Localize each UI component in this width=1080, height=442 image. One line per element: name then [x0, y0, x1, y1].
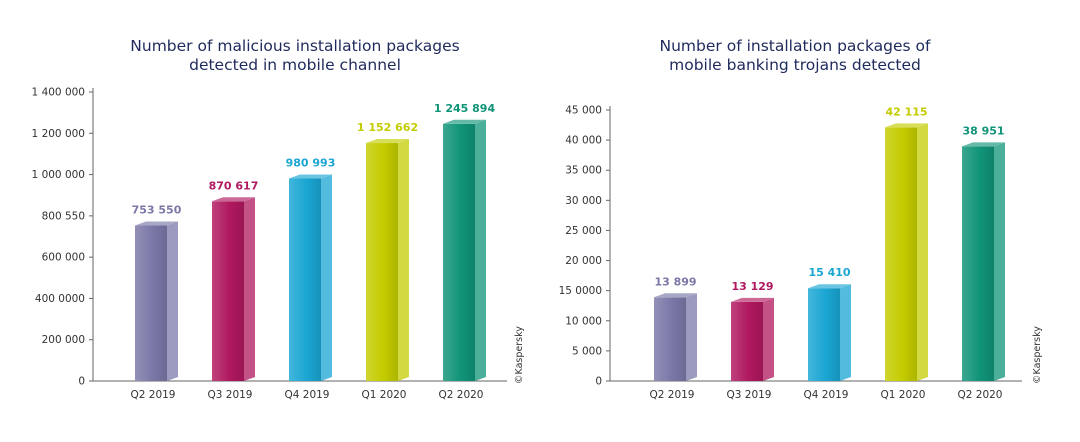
x-category-label: Q1 2020: [880, 389, 925, 401]
bar-top: [885, 123, 928, 128]
bar-q2-2019: [654, 293, 697, 381]
bar-front: [289, 178, 321, 381]
bar-front: [443, 123, 475, 381]
bar-side: [244, 197, 255, 381]
bar-value-label: 13 899: [654, 275, 696, 288]
chart-right: 0 5 000 10 000 15 0000 20 000 25 000 30 000 35 …: [559, 105, 1043, 402]
y-tick-label: 25 000: [565, 225, 602, 237]
bar-side: [840, 284, 851, 381]
bar-value-label: 1 152 662: [357, 121, 418, 134]
y-tick-label: 800 550: [42, 210, 85, 222]
bar-value-label: 38 951: [962, 124, 1004, 137]
bar-side: [398, 139, 409, 381]
y-tick-label: 1 400 000: [32, 87, 85, 99]
y-tick-label: 0: [78, 376, 85, 388]
x-category-label: Q2 2019: [130, 389, 175, 401]
x-category-label: Q4 2019: [803, 389, 848, 401]
bar-q4-2019: [289, 174, 332, 381]
bar-side: [686, 293, 697, 381]
y-tick-label: 200 000: [42, 334, 85, 346]
bar-top: [962, 142, 1005, 147]
bar-front: [885, 127, 917, 381]
bar-q2-2019: [135, 221, 178, 381]
bar-top: [135, 221, 178, 226]
y-tick-label: 1 200 000: [32, 128, 85, 140]
y-tick-label: 30 000: [565, 195, 602, 207]
bar-value-label: 980 993: [286, 156, 336, 169]
bar-value-label: 13 129: [731, 280, 773, 293]
y-tick-label: 1 000 000: [32, 169, 85, 181]
x-category-label: Q3 2019: [207, 389, 252, 401]
chart-left: 0 200 000 400 0000 600 000 800 550 1 000 000 1…: [32, 87, 525, 402]
x-category-label: Q2 2019: [649, 389, 694, 401]
bar-top: [654, 293, 697, 298]
bar-value-label: 42 115: [885, 105, 927, 118]
y-tick-label: 45 000: [565, 105, 602, 117]
bar-value-label: 870 617: [209, 179, 259, 192]
y-tick-label: 20 000: [565, 255, 602, 267]
bar-q4-2019: [808, 284, 851, 381]
y-tick-label: 400 0000: [35, 293, 85, 305]
bar-q1-2020: [885, 123, 928, 381]
bar-top: [443, 119, 486, 124]
bar-top: [366, 139, 409, 144]
bar-top: [731, 297, 774, 302]
bar-side: [917, 123, 928, 381]
bar-value-label: 753 550: [132, 203, 182, 216]
y-tick-label: 600 000: [42, 252, 85, 264]
bar-value-label: 1 245 894: [434, 102, 496, 115]
x-category-label: Q1 2020: [361, 389, 406, 401]
y-tick-label: 15 0000: [559, 285, 602, 297]
bar-front: [962, 146, 994, 381]
chart-title-right: Number of installation packages of mobil…: [575, 37, 1015, 75]
bar-q2-2020: [962, 142, 1005, 381]
chart-title-left: Number of malicious installation package…: [95, 37, 495, 75]
x-category-label: Q2 2020: [957, 389, 1002, 401]
copyright-text: ©Kaspersky: [514, 326, 525, 384]
bar-side: [994, 142, 1005, 381]
bar-value-label: 15 410: [808, 266, 850, 279]
x-category-label: Q3 2019: [726, 389, 771, 401]
bar-q3-2019: [731, 297, 774, 381]
x-category-label: Q2 2020: [438, 389, 483, 401]
chart-title-right-line-1: Number of installation packages of: [659, 37, 931, 55]
y-tick-label: 40 000: [565, 135, 602, 147]
y-tick-label: 10 000: [565, 315, 602, 327]
bar-side: [167, 221, 178, 381]
bar-front: [366, 143, 398, 381]
bar-front: [654, 297, 686, 381]
chart-title-right-line-2: mobile banking trojans detected: [669, 56, 921, 74]
bar-side: [475, 119, 486, 381]
y-tick-label: 0: [595, 376, 602, 388]
y-tick-label: 35 000: [565, 165, 602, 177]
bar-front: [808, 288, 840, 381]
bar-front: [135, 225, 167, 381]
chart-title-left-line-1: Number of malicious installation package…: [130, 37, 460, 55]
bar-top: [212, 197, 255, 202]
copyright-text: ©Kaspersky: [1032, 326, 1043, 384]
x-category-label: Q4 2019: [284, 389, 329, 401]
bar-side: [763, 297, 774, 381]
chart-title-left-line-2: detected in mobile channel: [189, 56, 401, 74]
bar-side: [321, 174, 332, 381]
bar-q2-2020: [443, 119, 486, 381]
bar-front: [212, 201, 244, 381]
bar-q3-2019: [212, 197, 255, 381]
bar-top: [289, 174, 332, 179]
bar-top: [808, 284, 851, 289]
bar-front: [731, 301, 763, 381]
bar-q1-2020: [366, 139, 409, 381]
y-tick-label: 5 000: [572, 345, 602, 357]
